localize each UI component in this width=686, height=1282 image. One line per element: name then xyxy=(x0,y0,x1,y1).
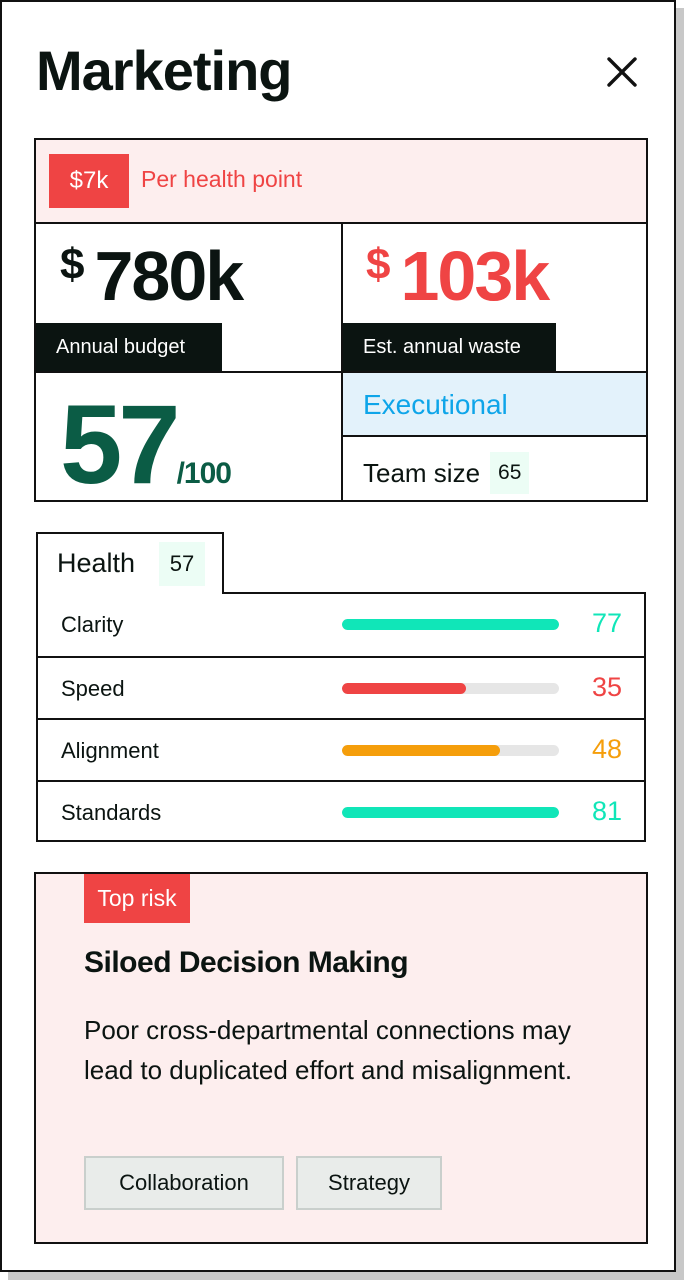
risk-description: Poor cross-departmental connections may … xyxy=(84,1015,573,1085)
metric-name: Alignment xyxy=(61,738,159,763)
tab-health-count: 57 xyxy=(159,542,205,586)
metric-bar-fill xyxy=(342,807,559,818)
metric-bar-fill xyxy=(342,745,501,756)
tab-health[interactable]: Health 57 xyxy=(36,532,224,594)
divider xyxy=(36,371,646,373)
annual-budget-label: Annual budget xyxy=(36,323,222,371)
tag-strategy[interactable]: Strategy xyxy=(296,1156,442,1210)
annual-waste-label: Est. annual waste xyxy=(343,323,556,371)
metric-bar xyxy=(342,683,559,694)
risk-title: Siloed Decision Making xyxy=(84,946,409,979)
tag-collaboration[interactable]: Collaboration xyxy=(84,1156,284,1210)
per-health-point-row: $7k Per health point xyxy=(36,140,646,224)
per-health-point-badge: $7k xyxy=(49,154,129,208)
metric-value: 35 xyxy=(591,672,622,702)
tab-health-label: Health xyxy=(57,548,136,578)
metric-bar-fill xyxy=(342,619,559,630)
metric-name: Standards xyxy=(61,800,162,825)
annual-waste-amount: 103k xyxy=(400,237,550,315)
health-metric-row-speed: Speed 35 xyxy=(38,656,644,718)
annual-budget-amount: 780k xyxy=(94,237,244,315)
close-icon[interactable] xyxy=(602,54,642,92)
metric-bar-fill xyxy=(342,683,466,694)
currency-symbol: $ xyxy=(60,240,85,289)
health-metric-row-clarity: Clarity 77 xyxy=(38,594,644,656)
per-health-point-label: Per health point xyxy=(141,166,303,192)
metric-name: Clarity xyxy=(61,612,124,637)
team-size-count: 65 xyxy=(490,452,530,494)
team-size: Team size 65 xyxy=(363,452,530,496)
top-risk-card: Top risk Siloed Decision Making Poor cro… xyxy=(34,872,648,1244)
metric-value: 48 xyxy=(591,734,622,764)
health-score-denominator: /100 xyxy=(176,457,232,490)
summary-card: $7k Per health point $780k Annual budget… xyxy=(34,138,648,507)
divider xyxy=(341,222,343,500)
team-size-label: Team size xyxy=(363,457,481,488)
health-metric-row-standards: Standards 81 xyxy=(38,780,644,842)
health-metric-row-alignment: Alignment 48 xyxy=(38,718,644,780)
metric-value: 77 xyxy=(591,608,622,638)
health-score-value: 57 xyxy=(60,382,181,507)
annual-waste-value: $103k xyxy=(366,236,550,316)
metric-bar xyxy=(342,619,559,630)
page-title: Marketing xyxy=(36,39,292,102)
top-risk-badge: Top risk xyxy=(84,874,190,923)
metric-value: 81 xyxy=(591,796,622,826)
health-metrics-table: Clarity 77 Speed 35 Alignment 48 Standards 81 xyxy=(36,592,646,842)
metric-name: Speed xyxy=(61,676,125,701)
health-score: 57/100 xyxy=(60,380,232,509)
currency-symbol: $ xyxy=(366,240,391,289)
department-panel: Marketing $7k Per health point $780k Ann… xyxy=(0,0,676,1272)
category-badge: Executional xyxy=(343,373,646,437)
metric-bar xyxy=(342,745,559,756)
metric-bar xyxy=(342,807,559,818)
annual-budget-value: $780k xyxy=(60,236,244,316)
